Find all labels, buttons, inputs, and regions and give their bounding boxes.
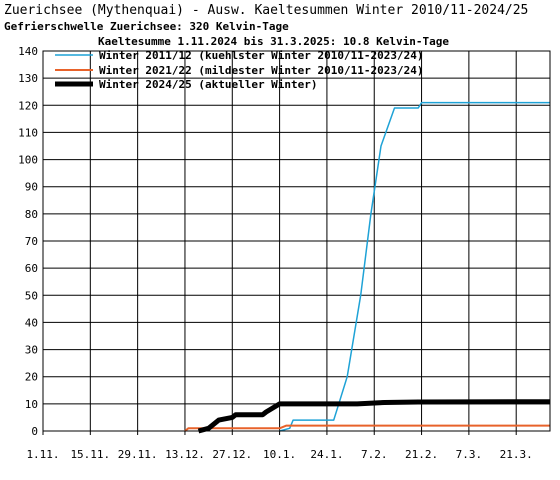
y-tick-label: 0 (31, 425, 38, 438)
y-tick-label: 120 (18, 99, 38, 112)
legend-layer: Winter 2011/12 (kuehlster Winter 2010/11… (55, 49, 424, 91)
y-tick-label: 80 (25, 208, 38, 221)
y-tick-label: 130 (18, 72, 38, 85)
series-line-1 (279, 101, 550, 432)
series-line-3 (197, 399, 551, 434)
x-tick-label: 21.2. (405, 448, 438, 461)
y-tick-label: 10 (25, 398, 38, 411)
x-tick-label: 13.12. (165, 448, 205, 461)
chart-title: Zuerichsee (Mythenquai) - Ausw. Kaeltesu… (4, 3, 529, 18)
x-tick-label: 1.11. (26, 448, 59, 461)
chart-annotation: Kaeltesumme 1.11.2024 bis 31.3.2025: 10.… (98, 35, 449, 48)
x-tick-label: 7.2. (361, 448, 388, 461)
y-tick-label: 60 (25, 262, 38, 275)
legend-label-3: Winter 2024/25 (aktueller Winter) (99, 78, 318, 91)
legend-label-1: Winter 2011/12 (kuehlster Winter 2010/11… (99, 49, 424, 62)
x-tick-label: 24.1. (310, 448, 343, 461)
y-tick-label: 110 (18, 126, 38, 139)
y-tick-label: 50 (25, 289, 38, 302)
series-line-2 (184, 424, 550, 432)
x-tick-label: 29.11. (118, 448, 158, 461)
series-layer (184, 101, 551, 434)
y-tick-label: 30 (25, 344, 38, 357)
y-tick-label: 20 (25, 371, 38, 384)
plot-frame (42, 50, 551, 432)
x-tick-label: 27.12. (212, 448, 252, 461)
x-tick-label: 21.3. (500, 448, 533, 461)
y-tick-label: 70 (25, 235, 38, 248)
x-tick-label: 7.3. (456, 448, 483, 461)
x-tick-label: 15.11. (70, 448, 110, 461)
x-tick-label: 10.1. (263, 448, 296, 461)
y-tick-label: 40 (25, 316, 38, 329)
y-tick-label: 100 (18, 154, 38, 167)
legend-label-2: Winter 2021/22 (mildester Winter 2010/11… (99, 64, 424, 77)
axis-layer: 0 10 20 30 40 50 60 70 80 90 100 110 120 130 140 1.11. 1… (18, 45, 551, 461)
y-tick-label: 140 (18, 45, 38, 58)
grid-layer (42, 50, 550, 432)
chart-subtitle: Gefrierschwelle Zuerichsee: 320 Kelvin-T… (4, 20, 289, 33)
y-tick-label: 90 (25, 181, 38, 194)
